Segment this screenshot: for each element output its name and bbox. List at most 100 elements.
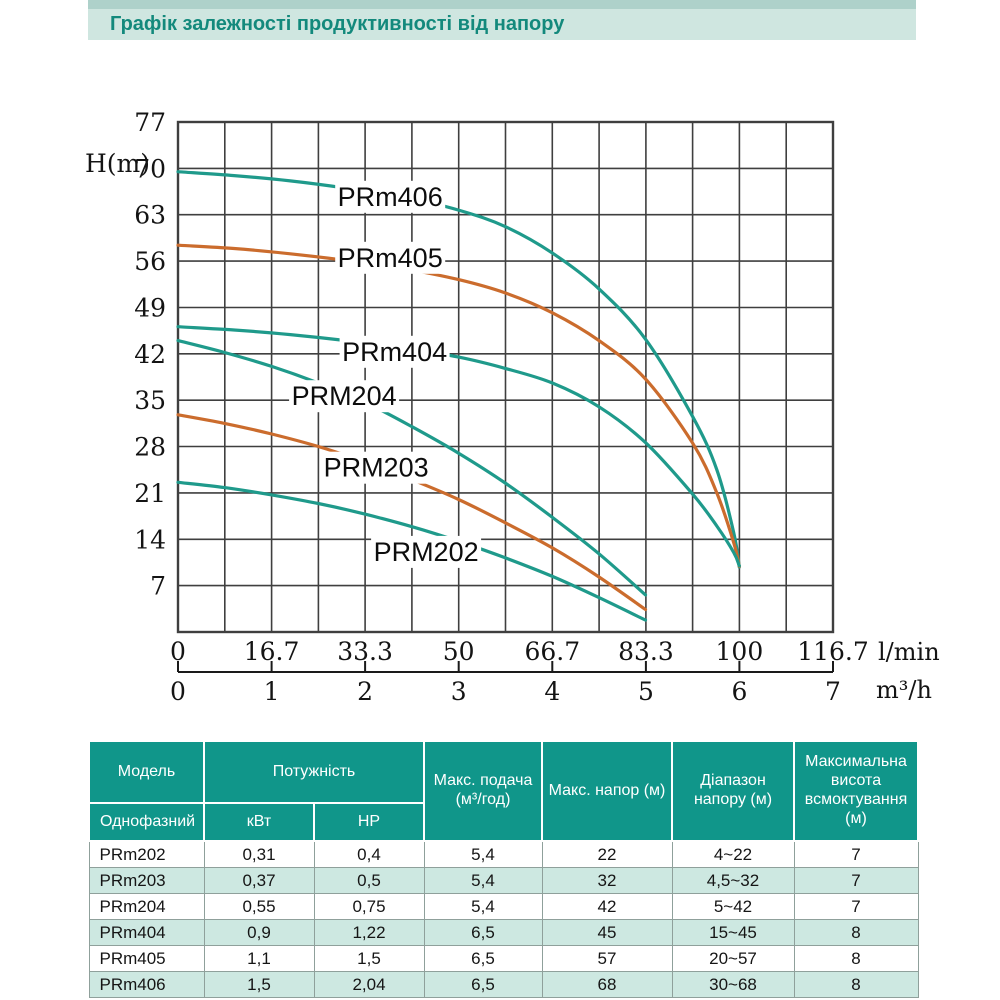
y-tick-label: 56 [134,247,166,276]
pump-performance-chart: 7 14 21 28 35 42 49 56 63 70 77 H(m) 0 16.7 33.3 50 66.7… [85,108,940,706]
cell-power-hp: 0,4 [313,840,425,868]
header-power: Потужність [203,740,425,804]
curve-PRM202 [176,480,648,622]
table-row: PRm405 1,1 1,5 6,5 57 20~57 8 [88,945,919,972]
y-tick-label: 70 [134,154,166,183]
cell-max-flow: 6,5 [423,945,543,972]
cell-max-suction: 7 [793,893,919,920]
cell-model: PRm202 [88,840,205,868]
cell-model: PRm203 [88,867,205,894]
cell-power-hp: 2,04 [313,971,425,998]
y-tick-label: 42 [134,340,166,369]
cell-model: PRm404 [88,919,205,946]
curve-label-bg [321,451,432,484]
cell-head-range: 30~68 [671,971,795,998]
curve-labels: PRm406 PRm405 PRm404 PRM204 PRM203 PRM202 [289,180,482,568]
curve-label-PRm404: PRm404 [342,337,447,367]
cell-power-kw: 0,31 [203,840,315,868]
cell-max-suction: 8 [793,971,919,998]
cell-max-suction: 7 [793,867,919,894]
cell-model: PRm406 [88,971,205,998]
y-tick-label: 63 [134,201,166,230]
x-tick-label-m3h: 2 [357,677,373,706]
cell-max-flow: 6,5 [423,919,543,946]
cell-max-head: 32 [541,867,673,894]
cell-max-flow: 5,4 [423,840,543,868]
x-tick-label-m3h: 0 [170,677,186,706]
y-tick-label: 14 [134,525,166,554]
header-max-head: Макс. напор (м) [541,740,673,842]
cell-model: PRm204 [88,893,205,920]
header-head-range: Діапазон напору (м) [671,740,795,842]
cell-power-kw: 0,9 [203,919,315,946]
cell-max-suction: 8 [793,945,919,972]
cell-power-hp: 1,5 [313,945,425,972]
pump-specs-table: Модель Потужність Макс. подача (м³/год) … [88,740,919,998]
header-model-sub: Однофазний [88,802,205,842]
cell-power-kw: 0,55 [203,893,315,920]
plot-border [176,120,835,634]
cell-power-kw: 1,1 [203,945,315,972]
curve-label-PRM202: PRM202 [374,537,479,567]
curve-PRM204 [176,339,648,597]
cell-head-range: 15~45 [671,919,795,946]
x-axis-lmin: 0 16.7 33.3 50 66.7 83.3 100 116.7 l/min [170,637,940,666]
cell-max-flow: 6,5 [423,971,543,998]
unit-lmin: l/min [878,638,940,666]
cell-max-suction: 7 [793,840,919,868]
cell-power-kw: 0,37 [203,867,315,894]
y-tick-label: 7 [150,572,166,601]
page-title-bar: Графік залежності продуктивності від нап… [88,9,916,40]
cell-max-suction: 8 [793,919,919,946]
curve-label-PRM203: PRM203 [324,453,429,483]
cell-power-hp: 0,75 [313,893,425,920]
title-top-strip [88,0,916,9]
x-tick-label-lmin: 0 [170,637,186,666]
y-tick-label: 21 [134,479,166,508]
table-header-row-2: Однофазний кВт HP [88,802,918,842]
cell-head-range: 20~57 [671,945,795,972]
curve-PRm404 [176,325,741,568]
header-model: Модель [88,740,205,804]
cell-max-head: 42 [541,893,673,920]
curve-label-bg [371,535,482,568]
unit-m3h: m³/h [876,676,932,704]
x-axis-m3h: 0 1 2 3 4 5 6 7 m³/h [170,661,932,706]
cell-max-head: 68 [541,971,673,998]
header-max-flow: Макс. подача (м³/год) [423,740,543,842]
table-row: PRm404 0,9 1,22 6,5 45 15~45 8 [88,919,919,946]
page-title: Графік залежності продуктивності від нап… [110,13,565,35]
curve-label-PRM204: PRM204 [292,381,397,411]
table-row: PRm406 1,5 2,04 6,5 68 30~68 8 [88,971,919,998]
table-row: PRm204 0,55 0,75 5,4 42 5~42 7 [88,893,919,920]
x-tick-label-m3h: 7 [825,677,841,706]
cell-max-flow: 5,4 [423,867,543,894]
curve-label-bg [335,241,446,274]
cell-max-head: 45 [541,919,673,946]
curve-PRm406 [176,170,741,569]
cell-max-head: 57 [541,945,673,972]
cell-power-hp: 1,22 [313,919,425,946]
x-tick-label-m3h: 5 [638,677,654,706]
cell-power-kw: 1,5 [203,971,315,998]
x-tick-label-m3h: 4 [544,677,560,706]
cell-power-hp: 0,5 [313,867,425,894]
cell-model: PRm405 [88,945,205,972]
curve-label-bg [339,335,450,368]
x-tick-label-m3h: 1 [264,677,280,706]
y-tick-label: 49 [134,294,166,323]
cell-max-flow: 5,4 [423,893,543,920]
header-kw: кВт [203,802,315,842]
cell-head-range: 5~42 [671,893,795,920]
x-tick-label-m3h: 3 [451,677,467,706]
y-tick-label: 28 [134,433,166,462]
y-tick-label: 77 [134,108,166,137]
x-tick-label-m3h: 6 [731,677,747,706]
table-row: PRm203 0,37 0,5 5,4 32 4,5~32 7 [88,867,919,894]
y-axis-labels: 7 14 21 28 35 42 49 56 63 70 77 H(m) [85,108,166,601]
curve-label-bg [335,180,446,213]
curve-label-PRm406: PRm406 [338,182,443,212]
header-hp: HP [313,802,425,842]
